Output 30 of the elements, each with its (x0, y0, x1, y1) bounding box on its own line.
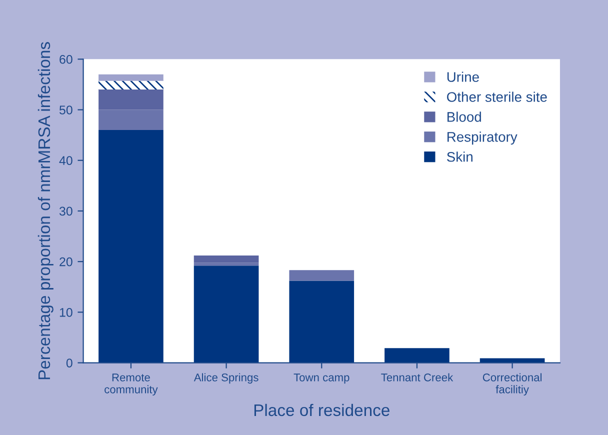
y-tick-label: 30 (59, 206, 72, 216)
y-tick-label: 0 (66, 358, 72, 368)
bar (98, 74, 164, 81)
bar (384, 348, 450, 363)
bar (98, 130, 164, 363)
x-tick-label: Tennant Creek (381, 373, 454, 382)
x-tick-label: Remote community (104, 374, 158, 396)
bar (98, 80, 164, 90)
y-tick-label: 50 (59, 106, 72, 114)
legend-label: Skin (446, 152, 472, 162)
y-tick-label: 20 (60, 257, 72, 266)
x-tick-label: Alice Springs (194, 373, 258, 384)
y-tick-label: 40 (59, 156, 72, 166)
legend-label: Urine (447, 72, 479, 82)
y-tick-label: 10 (60, 308, 72, 317)
bar (98, 110, 164, 130)
legend-label: Other sterile site (447, 92, 547, 102)
bar (194, 256, 259, 263)
bar (194, 262, 259, 266)
bar (98, 90, 164, 110)
y-tick-label: 60 (60, 54, 72, 64)
bar (289, 270, 354, 281)
x-tick-label: Correctional facilitiy (482, 373, 542, 396)
bar (194, 266, 259, 363)
legend-label: Respiratory (448, 132, 518, 145)
x-tick-label: Town camp (294, 374, 350, 384)
y-axis-title: Percentage proportion of nmrMRSA infections (38, 42, 54, 380)
bar (289, 280, 354, 363)
x-axis-title: Place of residence (254, 404, 390, 416)
legend-label: Blood (448, 112, 481, 122)
